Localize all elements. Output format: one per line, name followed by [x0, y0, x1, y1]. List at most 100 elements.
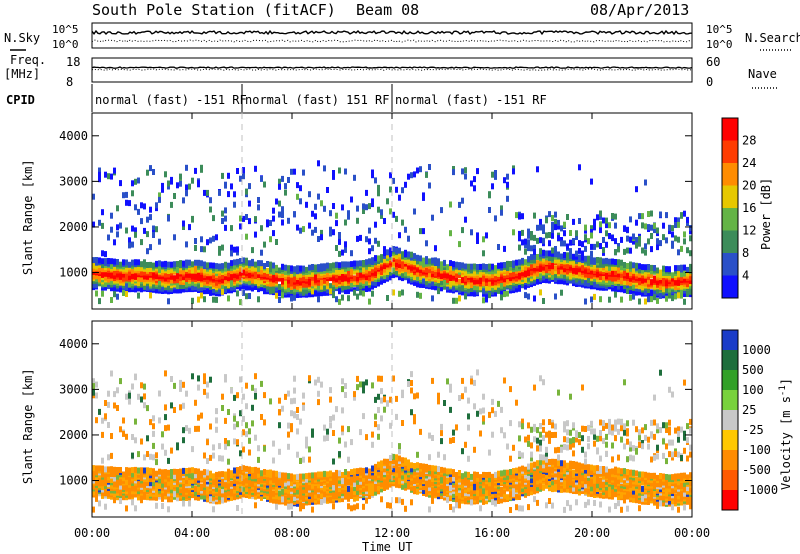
heatmap-cell: [371, 488, 374, 494]
heatmap-cell: [380, 254, 383, 261]
heatmap-cell: [278, 471, 281, 478]
heatmap-cell: [161, 469, 164, 476]
heatmap-cell: [107, 390, 110, 397]
heatmap-cell: [530, 234, 533, 241]
heatmap-cell: [578, 164, 581, 171]
heatmap-cell: [452, 273, 455, 280]
heatmap-cell: [137, 177, 140, 184]
heatmap-cell: [344, 241, 347, 248]
heatmap-cell: [119, 467, 122, 473]
heatmap-cell: [149, 214, 152, 221]
heatmap-cell: [353, 174, 356, 181]
heatmap-cell: [272, 457, 275, 464]
nsky-line: [91, 29, 692, 36]
heatmap-cell: [524, 248, 527, 255]
heatmap-cell: [197, 375, 200, 382]
heatmap-cell: [299, 279, 302, 286]
heatmap-cell: [410, 462, 413, 469]
heatmap-cell: [341, 261, 344, 268]
heatmap-cell: [551, 247, 554, 254]
heatmap-cell: [125, 467, 128, 474]
heatmap-cell: [182, 490, 185, 497]
heatmap-cell: [338, 451, 341, 458]
heatmap-cell: [689, 235, 692, 242]
heatmap-cell: [236, 392, 239, 399]
heatmap-cell: [311, 431, 314, 438]
heatmap-cell: [599, 265, 602, 272]
heatmap-cell: [569, 264, 572, 271]
heatmap-cell: [185, 190, 188, 197]
heatmap-cell: [407, 235, 410, 242]
heatmap-cell: [380, 264, 383, 271]
heatmap-cell: [677, 217, 680, 224]
heatmap-cell: [320, 487, 323, 494]
heatmap-cell: [161, 267, 164, 273]
heatmap-cell: [98, 408, 101, 415]
heatmap-cell: [275, 292, 278, 299]
heatmap-cell: [314, 274, 317, 281]
heatmap-cell: [185, 486, 188, 493]
heatmap-cell: [230, 278, 233, 285]
heatmap-cell: [260, 380, 263, 387]
heatmap-cell: [314, 472, 317, 479]
heatmap-cell: [209, 197, 212, 204]
heatmap-cell: [200, 266, 203, 273]
heatmap-cell: [158, 238, 161, 245]
heatmap-cell: [221, 263, 224, 270]
heatmap-cell: [212, 235, 215, 242]
heatmap-cell: [608, 279, 611, 286]
heatmap-cell: [626, 271, 629, 278]
heatmap-cell: [434, 465, 437, 472]
heatmap-cell: [284, 480, 287, 487]
heatmap-cell: [188, 500, 191, 507]
heatmap-cell: [569, 230, 572, 236]
heatmap-cell: [284, 280, 287, 287]
heatmap-cell: [179, 177, 182, 183]
heatmap-cell: [113, 167, 116, 174]
heatmap-cell: [440, 261, 443, 268]
heatmap-cell: [686, 216, 689, 223]
heatmap-cell: [299, 271, 302, 278]
heatmap-cell: [185, 390, 188, 397]
heatmap-cell: [197, 468, 200, 475]
heatmap-cell: [146, 216, 149, 223]
heatmap-cell: [173, 261, 176, 268]
heatmap-cell: [626, 226, 629, 233]
heatmap-cell: [311, 288, 314, 295]
heatmap-cell: [278, 178, 281, 185]
heatmap-cell: [599, 261, 602, 268]
heatmap-cell: [449, 201, 452, 208]
heatmap-cell: [380, 269, 383, 275]
heatmap-cell: [203, 373, 206, 380]
heatmap-cell: [275, 470, 278, 477]
heatmap-cell: [257, 280, 260, 287]
heatmap-cell: [329, 288, 332, 295]
heatmap-cell: [578, 247, 581, 254]
heatmap-cell: [92, 465, 95, 472]
heatmap-cell: [143, 402, 146, 409]
heatmap-cell: [683, 210, 686, 217]
heatmap-cell: [380, 486, 383, 493]
heatmap-cell: [527, 239, 530, 246]
heatmap-cell: [107, 173, 110, 180]
heatmap-cell: [266, 469, 269, 476]
heatmap-cell: [644, 223, 647, 230]
heatmap-cell: [200, 246, 203, 253]
heatmap-cell: [152, 232, 155, 238]
heatmap-cell: [218, 443, 221, 450]
heatmap-cell: [131, 383, 134, 390]
heatmap-cell: [449, 260, 452, 267]
heatmap-cell: [311, 280, 314, 287]
colorbar-swatch: [722, 230, 738, 253]
heatmap-cell: [197, 486, 200, 493]
heatmap-cell: [434, 486, 437, 493]
freq-trace: [91, 66, 693, 71]
heatmap-cell: [308, 191, 311, 198]
heatmap-cell: [164, 414, 167, 421]
heatmap-cell: [110, 297, 113, 303]
heatmap-cell: [347, 288, 350, 295]
y-tick-label: 3000: [59, 174, 88, 188]
heatmap-cell: [245, 214, 248, 220]
heatmap-cell: [593, 243, 596, 250]
heatmap-cell: [431, 280, 434, 287]
